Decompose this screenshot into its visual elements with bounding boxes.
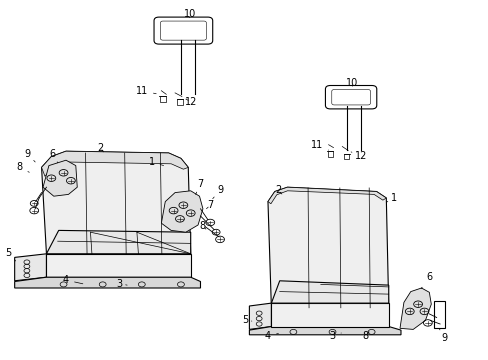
Polygon shape xyxy=(249,327,400,335)
Polygon shape xyxy=(41,151,190,254)
Text: 9: 9 xyxy=(25,149,35,162)
Text: 1: 1 xyxy=(148,157,163,167)
Text: 3: 3 xyxy=(117,279,127,289)
Polygon shape xyxy=(267,187,386,204)
Text: 12: 12 xyxy=(350,151,366,161)
Text: 2: 2 xyxy=(97,143,103,153)
Bar xyxy=(160,96,165,102)
Text: 11: 11 xyxy=(135,86,156,96)
Text: 7: 7 xyxy=(195,179,203,194)
Text: 2: 2 xyxy=(275,185,281,195)
Polygon shape xyxy=(271,281,388,303)
Bar xyxy=(433,301,444,328)
Text: 8: 8 xyxy=(362,330,368,341)
Text: 8: 8 xyxy=(17,162,29,172)
Text: 8: 8 xyxy=(200,221,205,231)
Polygon shape xyxy=(399,288,430,329)
Polygon shape xyxy=(267,187,388,308)
Polygon shape xyxy=(41,151,188,176)
Polygon shape xyxy=(15,254,46,281)
Text: 1: 1 xyxy=(386,193,396,203)
Text: 10: 10 xyxy=(345,78,358,88)
Text: 9: 9 xyxy=(212,185,223,199)
Text: 10: 10 xyxy=(183,9,196,19)
Polygon shape xyxy=(46,254,190,277)
Text: 4: 4 xyxy=(63,275,82,285)
Polygon shape xyxy=(161,191,203,232)
Text: 5: 5 xyxy=(242,315,251,325)
Text: 12: 12 xyxy=(184,96,197,107)
Text: 4: 4 xyxy=(264,330,278,341)
Polygon shape xyxy=(15,277,200,288)
Bar xyxy=(344,154,348,159)
Text: 5: 5 xyxy=(6,248,16,261)
Bar xyxy=(327,151,332,157)
Text: 6: 6 xyxy=(420,272,431,289)
Text: 7: 7 xyxy=(206,200,213,210)
Polygon shape xyxy=(249,303,271,329)
Text: 11: 11 xyxy=(310,140,328,150)
Polygon shape xyxy=(271,303,388,327)
Polygon shape xyxy=(43,160,77,196)
Text: 3: 3 xyxy=(329,330,341,341)
Text: 6: 6 xyxy=(50,149,58,163)
Bar xyxy=(177,99,183,105)
Polygon shape xyxy=(46,230,190,254)
Text: 9: 9 xyxy=(438,328,446,343)
